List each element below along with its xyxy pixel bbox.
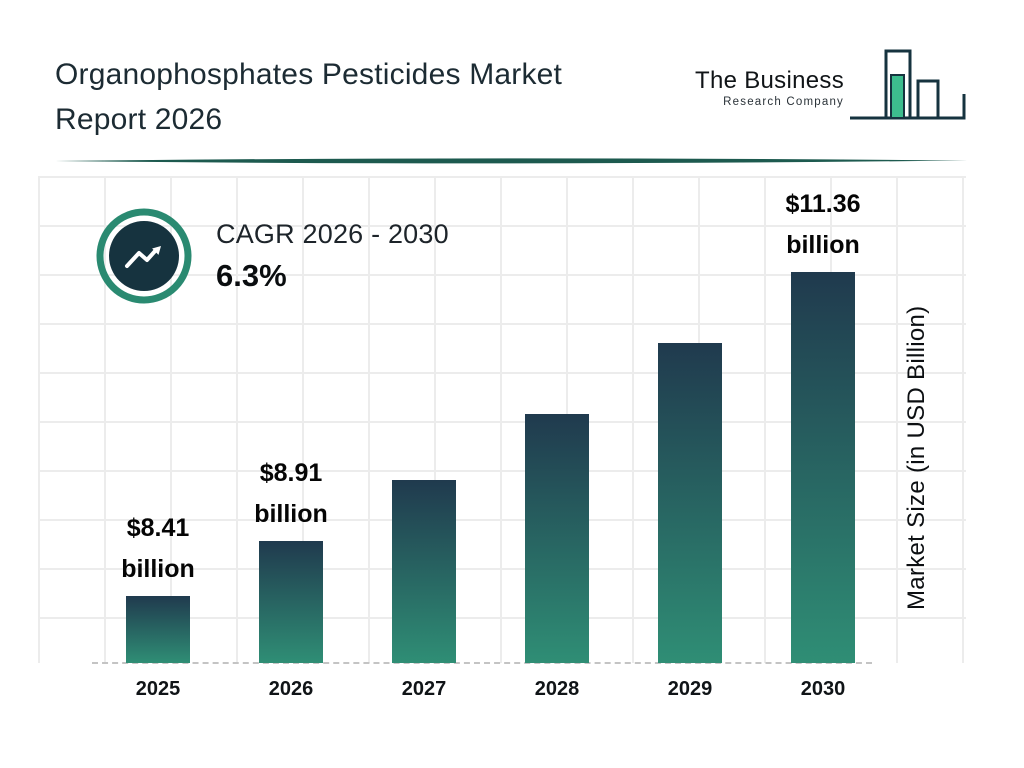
bar-value-label-2026: $8.91 billion [254, 458, 328, 528]
x-axis-label-2028: 2028 [534, 678, 580, 700]
bar-2030 [791, 272, 855, 663]
logo-bar-chart-icon [850, 49, 966, 120]
logo-text: The Business Research Company [695, 67, 844, 122]
bar-2027 [392, 480, 456, 663]
trend-up-icon [96, 208, 192, 304]
bar-2028 [525, 414, 589, 663]
cagr-label: CAGR 2026 - 2030 [216, 218, 449, 249]
company-logo: The Business Research Company [695, 48, 966, 122]
bar-2025 [126, 596, 190, 663]
cagr-badge: CAGR 2026 - 2030 6.3% [94, 206, 449, 306]
cagr-value: 6.3% [216, 257, 287, 293]
page-title-line1: Organophosphates Pesticides Market [55, 58, 563, 91]
y-axis-label: Market Size (in USD Billion) [903, 305, 930, 611]
logo-name: The Business [694, 67, 844, 94]
bar-value-label-2030: $11.36 billion [785, 189, 861, 259]
x-axis-label-2029: 2029 [667, 678, 713, 700]
bar-value-label-2025: $8.41 billion [121, 513, 195, 583]
logo-subtitle: Research Company [723, 96, 844, 108]
header-divider [55, 158, 968, 164]
page-title-line2: Report 2026 [55, 103, 223, 136]
x-axis-label-2025: 2025 [135, 678, 181, 700]
chart-baseline [92, 662, 872, 664]
x-axis-label-2030: 2030 [800, 678, 846, 700]
cagr-text: CAGR 2026 - 2030 6.3% [216, 219, 449, 294]
x-axis-label-2026: 2026 [268, 678, 314, 700]
page-title: Organophosphates Pesticides Market Repor… [55, 52, 562, 142]
bar-2029 [658, 343, 722, 663]
bar-2026 [259, 541, 323, 663]
x-axis-label-2027: 2027 [401, 678, 447, 700]
